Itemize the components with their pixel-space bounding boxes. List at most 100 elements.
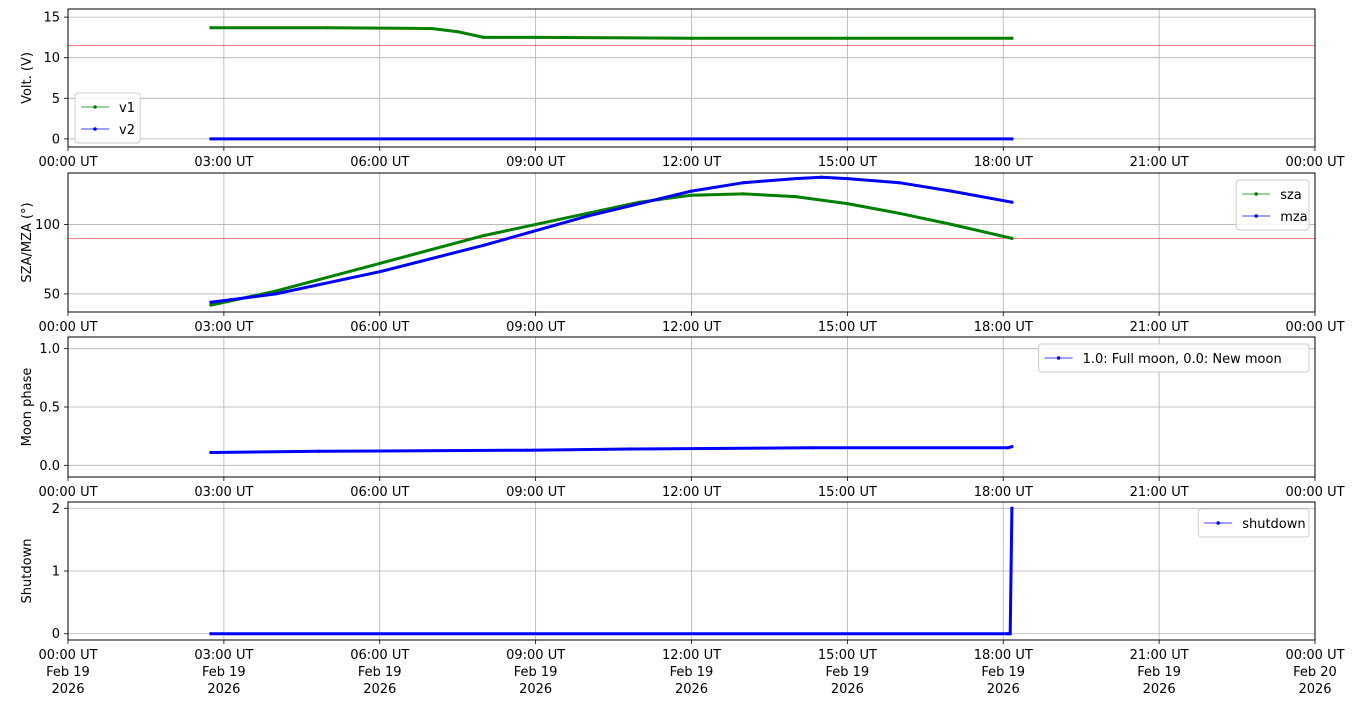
x-tick-date-label: 2026 — [519, 682, 552, 697]
x-tick-label: 03:00 UT — [194, 485, 253, 500]
data-point — [689, 189, 694, 193]
x-tick-label: 12:00 UT — [662, 320, 721, 335]
data-point — [689, 193, 694, 197]
series-line-1-0-full-moon-0-0-new-moon — [209, 445, 1014, 454]
x-tick-date-label: Feb 19 — [514, 665, 558, 680]
x-tick-label: 09:00 UT — [506, 648, 565, 663]
x-tick-label: 21:00 UT — [1130, 155, 1189, 170]
data-point — [1010, 200, 1014, 204]
x-tick-label: 09:00 UT — [506, 155, 565, 170]
x-tick-date-label: Feb 19 — [670, 665, 714, 680]
data-point — [209, 303, 213, 307]
legend: shutdown — [1197, 508, 1310, 538]
y-tick-label: 15 — [43, 11, 60, 26]
legend-swatch-marker — [93, 105, 97, 109]
y-tick-label: 0 — [52, 627, 60, 642]
panel-4: 0 1 2 00:00 UT Feb 19 2026 03:00 UT Feb 19 2026 0… — [20, 501, 1345, 697]
data-point — [845, 176, 849, 181]
x-tick-label: 12:00 UT — [662, 155, 721, 170]
y-tick-label: 1.0 — [39, 342, 60, 357]
x-tick-date-label: Feb 19 — [202, 665, 246, 680]
legend-swatch-marker — [1216, 521, 1220, 525]
x-tick-date-label: 2026 — [1298, 682, 1331, 697]
legend-label: shutdown — [1242, 517, 1305, 532]
x-tick-label: 00:00 UT — [38, 485, 97, 500]
legend-label: sza — [1280, 188, 1302, 203]
x-tick-label: 12:00 UT — [662, 648, 721, 663]
data-point — [326, 26, 330, 30]
data-point — [793, 195, 798, 199]
y-axis-label: Moon phase — [20, 368, 35, 447]
x-tick-label: 21:00 UT — [1130, 485, 1189, 500]
x-tick-label: 12:00 UT — [662, 485, 721, 500]
data-point — [793, 176, 798, 181]
data-point — [897, 181, 901, 185]
x-tick-date-label: 2026 — [831, 682, 864, 697]
x-tick-date-label: Feb 19 — [1137, 665, 1181, 680]
data-point — [1005, 632, 1010, 636]
legend-box — [1197, 508, 1310, 538]
legend-label: v1 — [119, 101, 135, 116]
legend-swatch-marker — [1254, 214, 1258, 218]
x-tick-label: 06:00 UT — [350, 155, 409, 170]
data-point — [456, 30, 460, 34]
x-tick-label: 03:00 UT — [194, 648, 253, 663]
x-tick-label: 15:00 UT — [818, 155, 877, 170]
data-point — [1005, 446, 1010, 450]
data-point — [274, 292, 278, 296]
x-tick-label: 18:00 UT — [974, 648, 1033, 663]
legend: sza mza — [1235, 179, 1310, 231]
data-point — [525, 448, 529, 452]
data-point — [1010, 445, 1014, 449]
data-point — [949, 222, 953, 227]
x-tick-label: 21:00 UT — [1130, 320, 1189, 335]
y-tick-label: 0.5 — [39, 401, 60, 416]
axes-frame — [67, 172, 1316, 313]
legend-box — [74, 92, 141, 144]
x-tick-date-label: 2026 — [207, 682, 240, 697]
y-tick-label: 2 — [52, 502, 60, 517]
data-point — [209, 137, 213, 141]
x-tick-date-label: 2026 — [363, 682, 396, 697]
legend-label: 1.0: Full moon, 0.0: New moon — [1083, 352, 1282, 367]
x-tick-date-label: 2026 — [1143, 682, 1176, 697]
legend-swatch-marker — [1254, 192, 1258, 196]
data-point — [430, 26, 434, 31]
x-tick-date-label: Feb 19 — [358, 665, 402, 680]
x-tick-label: 03:00 UT — [194, 155, 253, 170]
x-tick-date-label: Feb 19 — [981, 665, 1025, 680]
data-point — [534, 35, 538, 40]
data-point — [209, 632, 213, 636]
x-tick-label: 09:00 UT — [506, 485, 565, 500]
data-point — [378, 270, 382, 274]
data-point — [845, 201, 849, 206]
y-tick-label: 1 — [52, 565, 60, 580]
data-point — [482, 243, 486, 247]
legend-label: v2 — [119, 123, 135, 138]
data-point — [819, 175, 823, 179]
x-tick-date-label: Feb 20 — [1293, 665, 1337, 680]
axes-frame — [67, 336, 1316, 478]
y-axis-label: Shutdown — [20, 539, 35, 604]
y-tick-label: 50 — [43, 287, 60, 302]
x-tick-label: 06:00 UT — [350, 320, 409, 335]
y-tick-label: 5 — [52, 92, 60, 107]
data-point — [482, 35, 486, 40]
data-point — [949, 189, 953, 193]
x-tick-label: 18:00 UT — [974, 155, 1033, 170]
data-point — [629, 447, 633, 451]
x-tick-label: 00:00 UT — [38, 648, 97, 663]
data-point — [1010, 506, 1014, 510]
y-axis-label: SZA/MZA (°) — [20, 202, 35, 282]
x-tick-label: 03:00 UT — [194, 320, 253, 335]
data-point — [845, 36, 849, 40]
data-point — [209, 26, 213, 30]
x-tick-date-label: 2026 — [675, 682, 708, 697]
axes-frame — [67, 8, 1316, 148]
data-point — [209, 450, 213, 455]
axes-frame — [67, 501, 1316, 641]
data-point — [378, 261, 382, 265]
series-line-v1 — [209, 26, 1014, 40]
x-tick-label: 18:00 UT — [974, 485, 1033, 500]
